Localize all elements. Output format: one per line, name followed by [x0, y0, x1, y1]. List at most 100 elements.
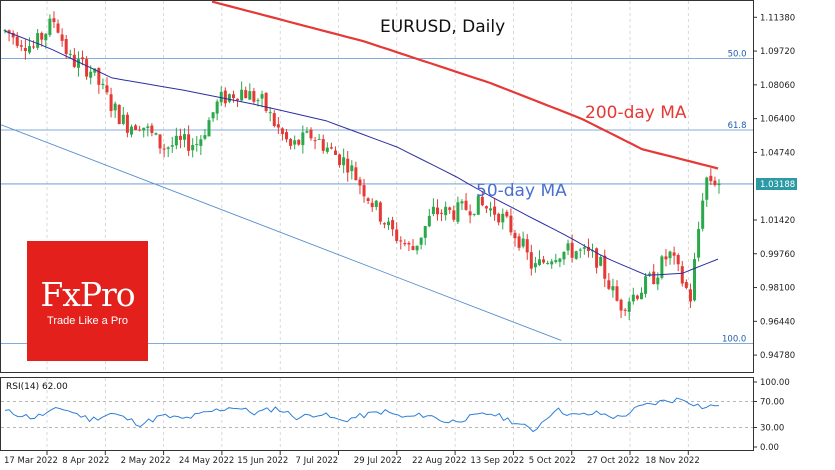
x-tick-label: 24 May 2022	[179, 456, 234, 466]
candle-body	[97, 68, 101, 85]
candle-body	[109, 94, 113, 112]
candle-body	[264, 92, 268, 111]
candle-body	[89, 71, 93, 78]
candle-body	[505, 211, 509, 217]
candle-body	[333, 150, 337, 155]
candle-body	[280, 128, 284, 134]
candle-body	[129, 126, 133, 135]
x-tick-label: 18 Nov 2022	[645, 456, 699, 466]
candle-body	[627, 301, 631, 312]
candle-body	[362, 185, 366, 197]
candle-body	[150, 125, 154, 133]
candle-body	[240, 89, 244, 101]
candle-body	[460, 201, 464, 204]
candle-body	[546, 262, 550, 264]
candle-body	[680, 266, 684, 284]
candle-body	[419, 237, 423, 245]
candle-body	[599, 256, 603, 266]
candle-body	[256, 100, 260, 102]
candle-body	[289, 139, 293, 146]
candle-body	[582, 247, 586, 249]
ma50-line	[4, 30, 719, 276]
candle-body	[440, 212, 444, 214]
candle-body	[207, 120, 211, 137]
candle-body	[644, 276, 648, 294]
rsi-group: 100.00 70.00 30.00 0.00	[1, 378, 790, 453]
candle-body	[456, 202, 460, 222]
candle-body	[3, 30, 7, 32]
candle-body	[639, 292, 643, 300]
candle-body	[399, 240, 403, 242]
candle-body	[586, 246, 590, 251]
candle-body	[276, 124, 280, 128]
rsi-tick-label: 30.00	[760, 424, 784, 434]
candle-body	[7, 30, 11, 34]
x-tick-label: 8 Apr 2022	[62, 456, 109, 466]
x-tick-label: 22 Aug 2022	[412, 456, 466, 466]
candle-body	[346, 158, 350, 173]
candle-body	[521, 238, 525, 247]
candle-body	[550, 261, 554, 265]
candle-body	[166, 147, 170, 149]
candle-body	[476, 195, 480, 215]
candle-body	[191, 145, 195, 151]
candle-body	[81, 57, 85, 60]
candle-body	[301, 132, 305, 146]
candle-body	[603, 255, 607, 279]
candle-body	[631, 294, 635, 302]
candle-body	[374, 200, 378, 207]
candle-body	[517, 236, 521, 248]
candle-body	[248, 91, 252, 100]
current-price-label: 1.03188	[760, 180, 795, 190]
y-tick-label: 1.08060	[760, 81, 795, 91]
y-tick-label: 0.96440	[760, 317, 795, 327]
logo-tagline: Trade Like a Pro	[47, 315, 128, 327]
candle-body	[574, 251, 578, 259]
vertical-gridlines	[46, 1, 689, 450]
candle-body	[215, 101, 219, 114]
candle-body	[236, 98, 240, 101]
candle-body	[154, 133, 158, 135]
candle-body	[64, 39, 68, 55]
candle-body	[378, 202, 382, 222]
candle-body	[101, 83, 105, 85]
candle-body	[382, 223, 386, 225]
candle-body	[158, 134, 162, 149]
candle-body	[342, 157, 346, 166]
candle-body	[407, 243, 411, 245]
candle-body	[350, 165, 354, 172]
x-tick-label: 5 Oct 2022	[529, 456, 576, 466]
candle-body	[448, 207, 452, 210]
candle-body	[138, 129, 142, 131]
candle-body	[542, 259, 546, 263]
candle-body	[187, 134, 191, 151]
candle-body	[11, 32, 15, 38]
candle-body	[705, 177, 709, 200]
current-price-badge	[756, 177, 797, 190]
fib-level-label: 50.0	[728, 50, 747, 60]
candle-body	[607, 280, 611, 289]
candle-body	[411, 246, 415, 250]
x-tick-label: 15 Jun 2022	[237, 456, 288, 466]
candle-body	[40, 32, 44, 40]
candle-body	[480, 196, 484, 206]
x-tick-label: 29 Jul 2022	[354, 456, 402, 466]
candle-body	[268, 112, 272, 114]
moving-averages	[4, 0, 719, 276]
candle-body	[44, 33, 48, 41]
candle-body	[558, 258, 562, 262]
candle-body	[595, 248, 599, 268]
y-tick-label: 0.99760	[760, 250, 795, 260]
rsi-tick-label: 0.00	[760, 443, 779, 453]
candle-body	[668, 251, 672, 259]
candle-body	[676, 255, 680, 265]
y-tick-label: 0.94780	[760, 351, 795, 361]
candle-body	[566, 243, 570, 251]
candle-body	[684, 282, 688, 288]
candle-body	[117, 104, 121, 125]
candle-body	[709, 175, 713, 182]
candle-body	[309, 129, 313, 139]
candle-body	[570, 242, 574, 258]
candle-body	[452, 210, 456, 220]
